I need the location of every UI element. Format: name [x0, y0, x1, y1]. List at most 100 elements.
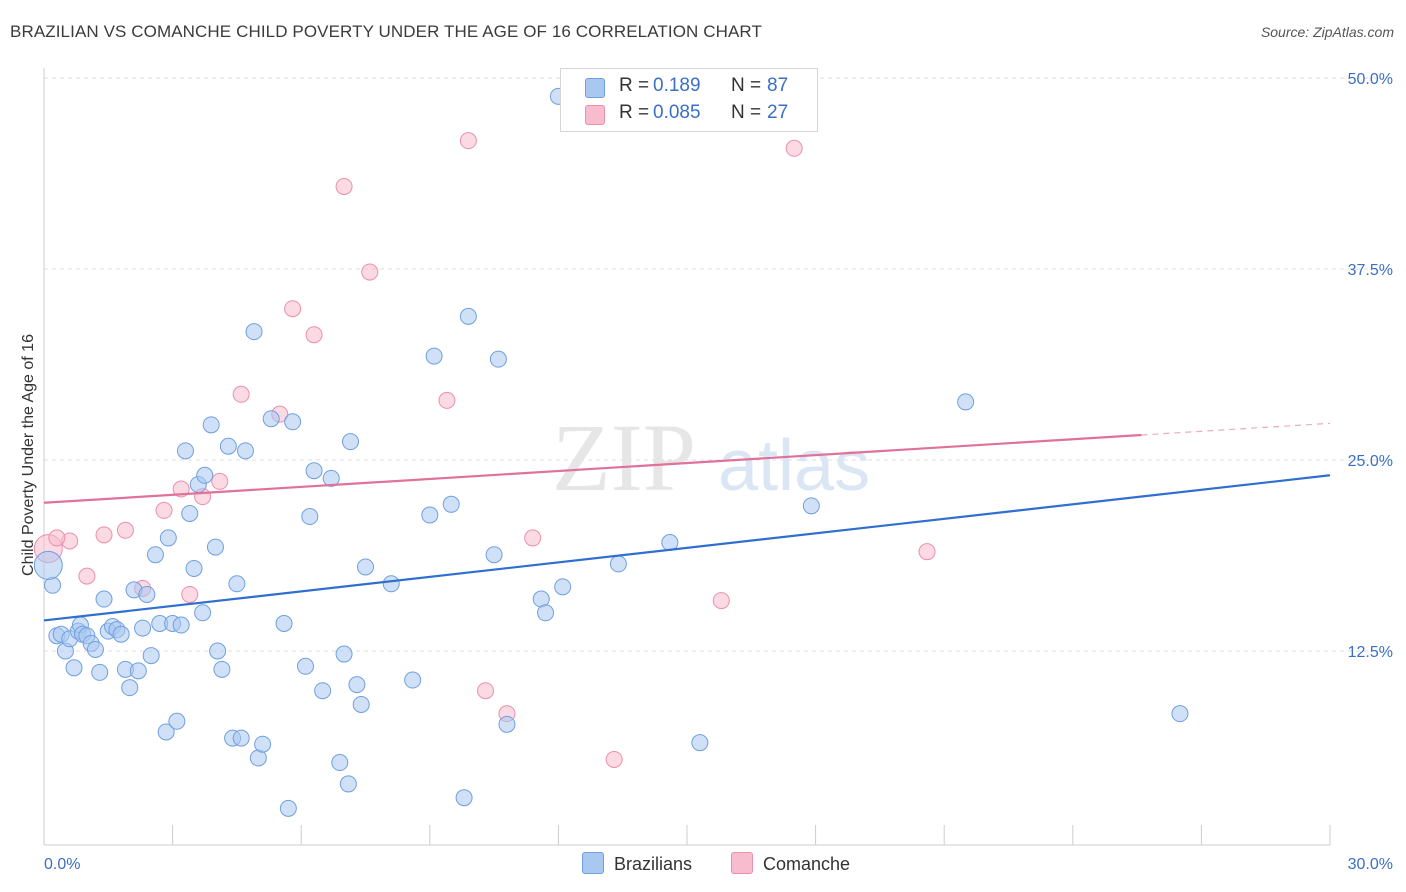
comanche-point — [477, 682, 495, 700]
comanche-point — [524, 529, 542, 547]
brazilian-point — [236, 442, 254, 460]
comanche-point — [305, 326, 323, 344]
brazilian-point — [172, 616, 190, 634]
brazilian-point — [554, 578, 572, 596]
brazilian-point — [65, 659, 83, 677]
legend-swatch-comanche — [731, 852, 753, 874]
brazilian-point — [112, 625, 130, 643]
y-tick-labels: 12.5% 25.0% 37.5% 50.0% — [1348, 71, 1393, 661]
brazilian-point — [196, 466, 214, 484]
legend-n-label: N = — [731, 75, 762, 96]
brazilian-point — [459, 307, 477, 325]
brazilian-point — [168, 712, 186, 730]
brazilian-point — [341, 433, 359, 451]
comanche-point — [95, 526, 113, 544]
legend-swatch-brazilians — [582, 852, 604, 874]
comanche-point — [459, 132, 477, 150]
axes — [43, 68, 1331, 846]
brazilian-point — [138, 585, 156, 603]
brazilian-point — [129, 662, 147, 680]
brazilian-point — [279, 799, 297, 817]
comanche-point — [605, 750, 623, 768]
legend-item-comanche: Comanche — [731, 852, 850, 875]
x-tick-label: 30.0% — [1348, 856, 1393, 873]
brazilian-point — [442, 495, 460, 513]
data-points — [33, 87, 1189, 817]
y-axis-label: Child Poverty Under the Age of 16 — [20, 334, 37, 576]
brazilian-point — [485, 546, 503, 564]
brazilian-point — [213, 660, 231, 678]
comanche-point — [284, 300, 302, 318]
brazilian-point — [254, 735, 272, 753]
comanche-point — [211, 472, 229, 490]
brazilian-point — [352, 695, 370, 713]
brazilian-point — [305, 462, 323, 480]
brazilian-point — [489, 350, 507, 368]
brazilian-point — [296, 657, 314, 675]
legend-n-value: 27 — [767, 102, 789, 123]
brazilian-point — [33, 550, 63, 580]
brazilian-point — [202, 416, 220, 434]
comanche-point — [116, 521, 134, 539]
legend-r-label: R = — [619, 75, 650, 96]
brazilian-point — [159, 529, 177, 547]
brazilian-point — [232, 729, 250, 747]
legend-label-comanche: Comanche — [763, 854, 851, 874]
brazilian-point — [181, 504, 199, 522]
brazilian-point — [228, 575, 246, 593]
comanche-point — [78, 567, 96, 585]
legend-item-brazilians: Brazilians — [582, 852, 692, 875]
brazilian-point — [245, 323, 263, 341]
brazilian-point — [314, 682, 332, 700]
brazilian-point — [209, 642, 227, 660]
stats-legend: R = 0.189 N = 87 R = 0.085 N = 27 — [560, 68, 818, 132]
brazilian-point — [404, 671, 422, 689]
legend-n-value: 87 — [767, 75, 789, 96]
brazilian-point — [322, 469, 340, 487]
legend-r-value: 0.189 — [653, 75, 701, 96]
brazilian-point — [421, 506, 439, 524]
comanche-point — [361, 263, 379, 281]
comanche-point — [918, 543, 936, 561]
brazilian-point — [206, 538, 224, 556]
comanche-trend-line — [43, 433, 1142, 504]
brazilian-point — [301, 508, 319, 526]
watermark-atlas: atlas — [718, 426, 870, 506]
brazilian-point — [802, 497, 820, 515]
comanche-point — [438, 391, 456, 409]
brazilian-point — [134, 619, 152, 637]
brazilians-trend-line — [43, 474, 1331, 622]
legend-n-label: N = — [731, 102, 762, 123]
brazilian-point — [335, 645, 353, 663]
brazilian-point — [95, 590, 113, 608]
brazilian-point — [176, 442, 194, 460]
series-legend: Brazilians Comanche — [0, 852, 1406, 878]
comanche-point — [48, 529, 66, 547]
legend-swatch-comanche — [585, 105, 605, 125]
brazilian-point — [1171, 705, 1189, 723]
brazilian-point — [91, 663, 109, 681]
brazilian-point — [348, 676, 366, 694]
brazilian-point — [537, 604, 555, 622]
brazilian-point — [425, 347, 443, 365]
brazilian-point — [331, 754, 349, 772]
legend-swatch-brazilians — [585, 78, 605, 98]
brazilian-point — [691, 734, 709, 752]
comanche-point — [785, 139, 803, 157]
brazilian-point — [86, 640, 104, 658]
brazilian-point — [142, 647, 160, 665]
brazilian-point — [185, 559, 203, 577]
brazilian-point — [219, 437, 237, 455]
legend-label-brazilians: Brazilians — [614, 854, 693, 874]
x-tick-label: 0.0% — [44, 856, 80, 873]
y-tick-label: 25.0% — [1348, 453, 1393, 470]
brazilian-point — [146, 546, 164, 564]
brazilian-point — [275, 614, 293, 632]
brazilian-point — [157, 723, 175, 741]
comanche-point — [232, 385, 250, 403]
brazilian-point — [121, 679, 139, 697]
x-tick-labels: 0.0% 30.0% — [44, 856, 1393, 873]
brazilian-point — [382, 575, 400, 593]
brazilian-point — [498, 715, 516, 733]
